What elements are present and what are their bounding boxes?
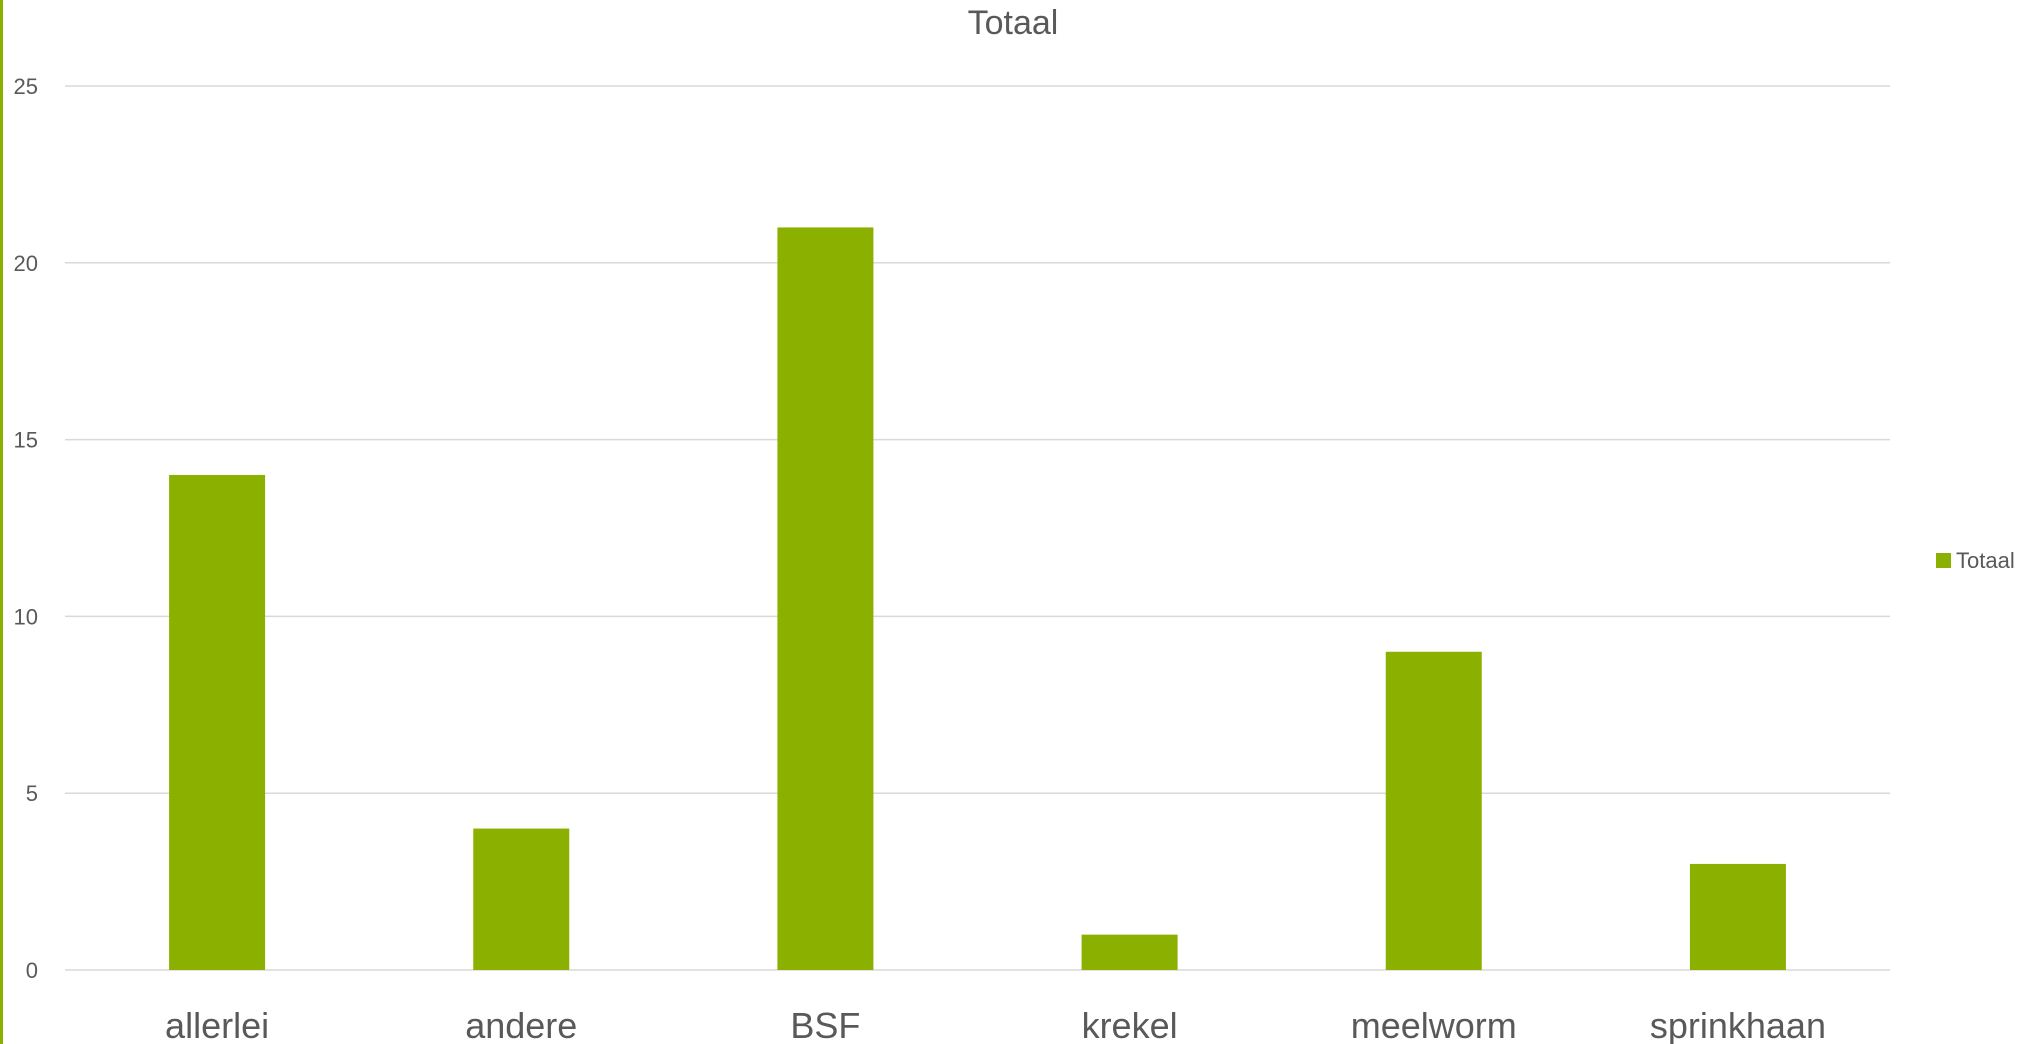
bar-allerlei bbox=[169, 474, 266, 970]
x-tick-label: krekel bbox=[1082, 1005, 1178, 1044]
bar-andere bbox=[473, 828, 570, 970]
x-tick-label: allerlei bbox=[165, 1005, 269, 1044]
y-tick-label: 5 bbox=[26, 781, 38, 806]
x-tick-label: andere bbox=[465, 1005, 577, 1044]
bar-krekel bbox=[1081, 934, 1178, 970]
legend-label: Totaal bbox=[1956, 548, 2015, 573]
y-tick-label: 0 bbox=[26, 958, 38, 983]
x-tick-label: BSF bbox=[790, 1005, 860, 1044]
bar-meelworm bbox=[1385, 651, 1482, 970]
y-tick-label: 15 bbox=[14, 428, 38, 453]
chart-title: Totaal bbox=[967, 4, 1059, 42]
y-tick-label: 25 bbox=[14, 74, 38, 99]
left-border bbox=[0, 0, 3, 1044]
x-tick-label: sprinkhaan bbox=[1650, 1005, 1826, 1044]
legend-swatch bbox=[1936, 553, 1951, 568]
bar-bsf bbox=[777, 227, 874, 970]
y-tick-label: 10 bbox=[14, 604, 38, 629]
y-tick-label: 20 bbox=[14, 251, 38, 276]
x-tick-label: meelworm bbox=[1351, 1005, 1517, 1044]
bar-sprinkhaan bbox=[1689, 863, 1786, 970]
